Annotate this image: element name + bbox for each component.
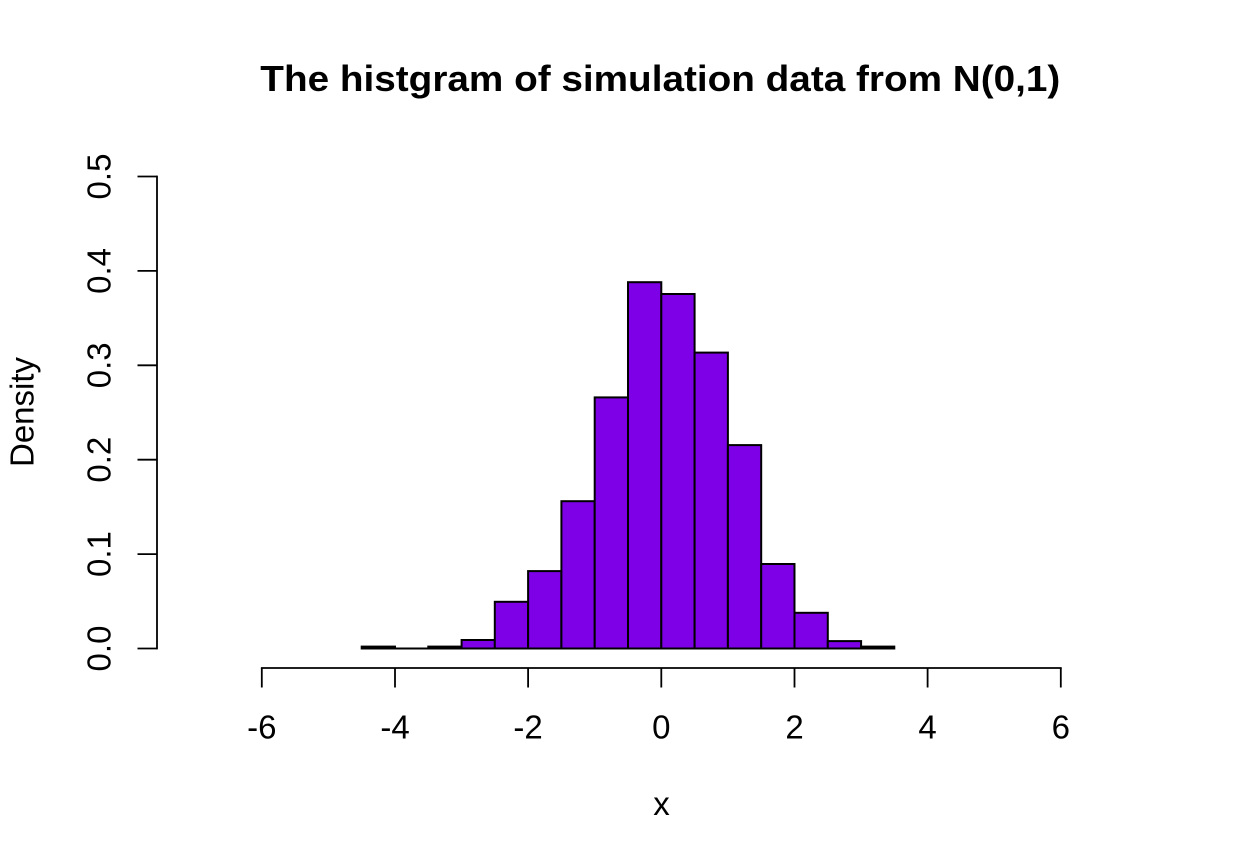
- svg-text:Density: Density: [4, 356, 41, 467]
- svg-text:x: x: [653, 785, 670, 822]
- svg-text:0.3: 0.3: [81, 342, 118, 388]
- svg-text:0.1: 0.1: [81, 531, 118, 577]
- svg-text:0.0: 0.0: [81, 626, 118, 672]
- svg-text:-4: -4: [380, 709, 409, 746]
- svg-text:2: 2: [785, 709, 803, 746]
- svg-text:-6: -6: [247, 709, 276, 746]
- svg-text:0.2: 0.2: [81, 437, 118, 483]
- svg-text:The histgram of simulation dat: The histgram of simulation data from N(0…: [260, 58, 1060, 99]
- svg-text:-2: -2: [513, 709, 542, 746]
- svg-text:0: 0: [652, 709, 670, 746]
- svg-text:0.4: 0.4: [81, 248, 118, 294]
- svg-text:4: 4: [918, 709, 936, 746]
- svg-text:0.5: 0.5: [81, 154, 118, 200]
- svg-text:6: 6: [1052, 709, 1070, 746]
